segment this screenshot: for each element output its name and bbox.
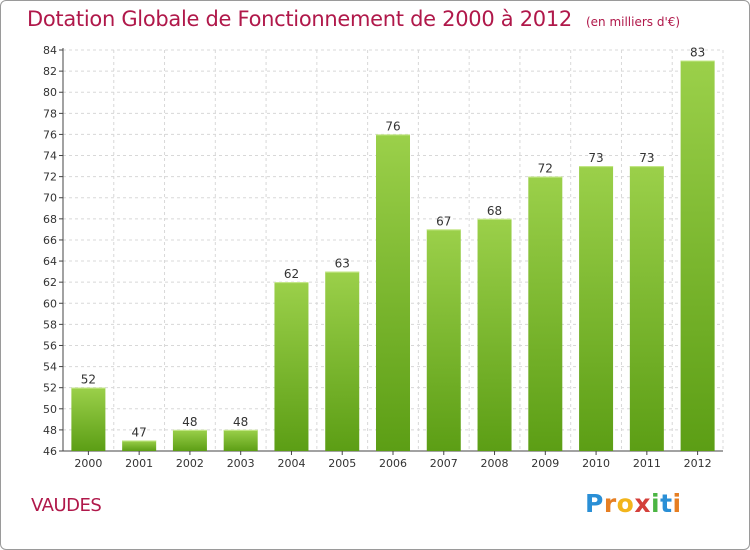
data-label: 62 xyxy=(284,267,299,281)
y-tick-label: 56 xyxy=(43,339,57,352)
data-label: 63 xyxy=(335,257,350,271)
y-tick-label: 84 xyxy=(43,44,57,57)
proxiti-logo[interactable]: Proxiti xyxy=(585,489,682,518)
y-tick-label: 78 xyxy=(43,107,57,120)
data-label: 52 xyxy=(81,373,96,387)
y-tick-label: 72 xyxy=(43,171,57,184)
bar xyxy=(122,440,157,451)
bar xyxy=(477,218,512,451)
x-tick-label: 2010 xyxy=(582,457,610,470)
bar xyxy=(274,282,309,451)
bar xyxy=(680,60,715,451)
bar xyxy=(629,166,664,451)
bar xyxy=(579,166,614,451)
data-label: 73 xyxy=(588,151,603,165)
bars xyxy=(71,60,715,451)
logo-letter: o xyxy=(616,489,635,518)
bar xyxy=(172,429,207,451)
data-label: 48 xyxy=(233,415,248,429)
x-tick-label: 2001 xyxy=(125,457,153,470)
y-tick-label: 50 xyxy=(43,403,57,416)
logo-letter: t xyxy=(660,489,673,518)
y-tick-label: 66 xyxy=(43,234,57,247)
x-tick-label: 2006 xyxy=(379,457,407,470)
y-tick-label: 68 xyxy=(43,213,57,226)
x-tick-label: 2005 xyxy=(328,457,356,470)
x-tick-label: 2011 xyxy=(633,457,661,470)
x-tick-label: 2008 xyxy=(481,457,509,470)
data-label: 73 xyxy=(639,151,654,165)
commune-name: VAUDES xyxy=(31,495,102,516)
logo-letter: P xyxy=(585,489,604,518)
data-label: 68 xyxy=(487,204,502,218)
y-tick-label: 74 xyxy=(43,150,57,163)
y-tick-label: 62 xyxy=(43,276,57,289)
bar xyxy=(325,271,360,451)
chart-title-row: Dotation Globale de Fonctionnement de 20… xyxy=(27,7,680,31)
data-label: 48 xyxy=(182,415,197,429)
y-tick-label: 46 xyxy=(43,445,57,458)
y-tick-label: 48 xyxy=(43,424,57,437)
y-tick-label: 70 xyxy=(43,192,57,205)
bar xyxy=(376,134,410,451)
x-tick-label: 2007 xyxy=(430,457,458,470)
unit-note: (en milliers d'€) xyxy=(585,15,681,29)
y-tick-label: 80 xyxy=(43,86,57,99)
logo-letter: i xyxy=(651,489,661,518)
y-tick-label: 60 xyxy=(43,297,57,310)
x-tick-label: 2009 xyxy=(531,457,559,470)
bar xyxy=(426,229,461,451)
chart-title: Dotation Globale de Fonctionnement de 20… xyxy=(27,7,572,31)
bar xyxy=(71,387,106,451)
x-tick-label: 2002 xyxy=(176,457,204,470)
data-label: 72 xyxy=(538,162,553,176)
y-tick-label: 82 xyxy=(43,65,57,78)
bar xyxy=(223,429,258,451)
data-label: 76 xyxy=(385,119,400,133)
y-tick-label: 64 xyxy=(43,255,57,268)
logo-letter: i xyxy=(672,489,682,518)
x-tick-label: 2003 xyxy=(227,457,255,470)
x-tick-label: 2012 xyxy=(684,457,712,470)
y-tick-label: 52 xyxy=(43,382,57,395)
logo-letter: x xyxy=(634,489,651,518)
y-tick-label: 54 xyxy=(43,361,57,374)
x-tick-label: 2000 xyxy=(74,457,102,470)
logo-letter: r xyxy=(603,489,617,518)
bar xyxy=(528,176,563,451)
y-tick-label: 58 xyxy=(43,318,57,331)
data-label: 67 xyxy=(436,214,451,228)
data-label: 83 xyxy=(690,46,705,60)
data-label: 47 xyxy=(132,425,147,439)
y-tick-label: 76 xyxy=(43,128,57,141)
x-tick-label: 2004 xyxy=(277,457,305,470)
labels: 46 48 50 52 54 56 58 60 62 64 66 68 70 72 74 76 78 80 82 84… xyxy=(43,44,712,470)
